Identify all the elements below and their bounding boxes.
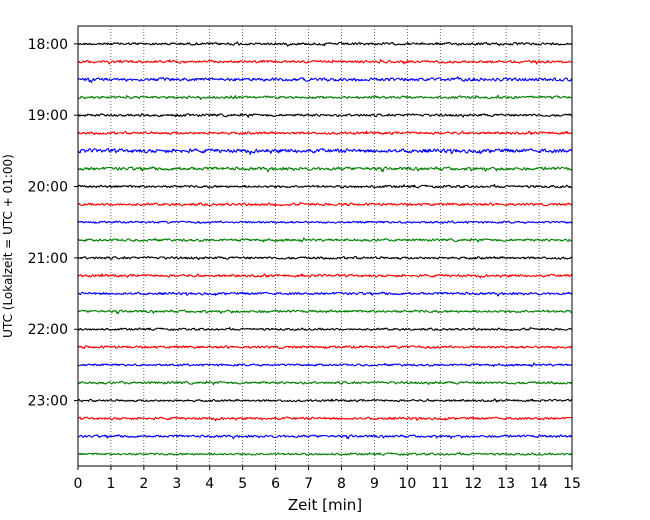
- x-tick-label: 0: [74, 476, 83, 492]
- trace-2230: [77, 362, 573, 368]
- y-tick-label: 20:00: [28, 180, 68, 196]
- x-tick-label: 4: [205, 476, 214, 492]
- y-tick-label: 19:00: [28, 108, 68, 124]
- trace-1900: [77, 113, 573, 118]
- x-tick-label: 1: [106, 476, 115, 492]
- plot-area: [78, 26, 572, 466]
- traces: [77, 41, 573, 456]
- trace-2045: [77, 237, 573, 243]
- y-tick-label: 22:00: [28, 322, 68, 338]
- x-tick-label: 13: [497, 476, 515, 492]
- trace-2100: [77, 255, 573, 261]
- trace-2315: [77, 416, 573, 422]
- trace-2330: [77, 434, 573, 440]
- x-tick-label: 8: [337, 476, 346, 492]
- grid-lines: [110, 26, 540, 466]
- trace-1915: [77, 130, 573, 136]
- trace-2145: [77, 309, 573, 315]
- x-tick-label: 15: [563, 476, 581, 492]
- trace-1815: [77, 59, 573, 65]
- y-tick-label: 23:00: [28, 394, 68, 410]
- x-axis: 0 1 2 3 4 5 6 7 8 9 10 11 12 13 14 15: [74, 466, 581, 492]
- trace-2245: [77, 380, 573, 386]
- trace-2115: [77, 273, 573, 279]
- x-tick-label: 6: [271, 476, 280, 492]
- x-tick-label: 14: [530, 476, 548, 492]
- x-axis-label: Zeit [min]: [288, 496, 362, 514]
- trace-1930: [77, 148, 573, 156]
- trace-1830: [77, 76, 573, 84]
- trace-1845: [77, 94, 573, 100]
- trace-2300: [77, 398, 573, 403]
- x-tick-label: 2: [139, 476, 148, 492]
- y-tick-label: 21:00: [28, 251, 68, 267]
- x-tick-label: 10: [398, 476, 416, 492]
- trace-2200: [77, 326, 573, 331]
- trace-1800: [78, 41, 573, 47]
- trace-2130: [77, 291, 573, 297]
- x-tick-label: 12: [464, 476, 482, 492]
- trace-2030: [77, 220, 573, 224]
- y-axis-label: UTC (Lokalzeit = UTC + 01:00): [1, 154, 15, 338]
- trace-1945: [77, 166, 573, 173]
- x-tick-label: 5: [238, 476, 247, 492]
- trace-2015: [77, 201, 573, 207]
- x-tick-label: 3: [172, 476, 181, 492]
- x-tick-label: 7: [304, 476, 313, 492]
- y-axis: 18:00 19:00 20:00 21:00 22:00 23:00: [28, 37, 78, 410]
- trace-2215: [77, 345, 573, 349]
- plot-frame: [77, 25, 573, 467]
- x-tick-label: 11: [431, 476, 449, 492]
- y-tick-label: 18:00: [28, 37, 68, 53]
- x-tick-label: 9: [370, 476, 379, 492]
- trace-2000: [77, 183, 573, 189]
- trace-2345: [77, 451, 572, 456]
